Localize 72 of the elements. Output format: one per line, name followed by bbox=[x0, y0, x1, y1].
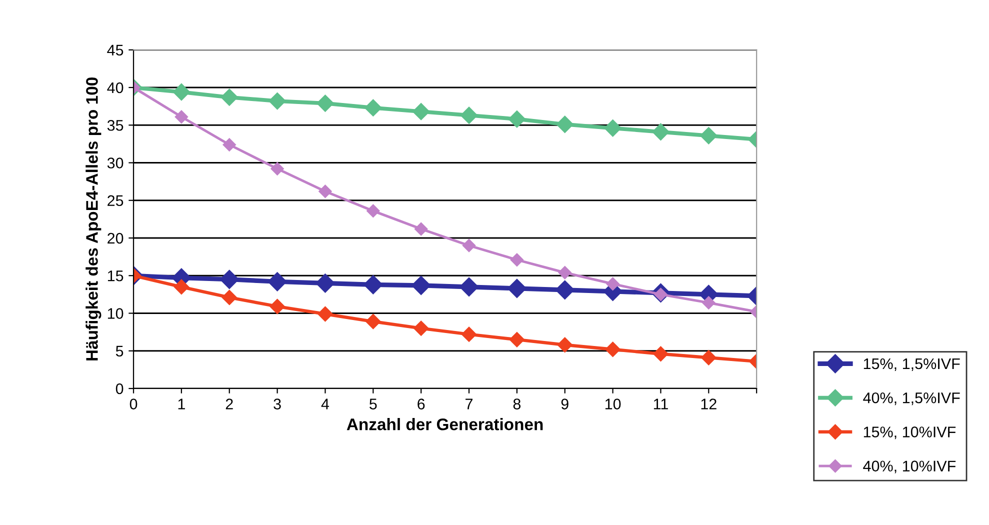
point bbox=[270, 298, 285, 314]
point bbox=[557, 337, 572, 352]
y-tick-label: 15 bbox=[108, 270, 124, 282]
x-axis-title: Anzahl der Generationen bbox=[346, 418, 543, 430]
x-tick-label: 7 bbox=[466, 398, 472, 410]
x-tick-label: 5 bbox=[370, 398, 377, 410]
y-tick-label: 20 bbox=[108, 232, 124, 244]
point bbox=[414, 320, 429, 336]
y-tick-label: 0 bbox=[116, 383, 124, 394]
point bbox=[700, 127, 718, 144]
point bbox=[270, 162, 284, 176]
point bbox=[556, 116, 574, 133]
point bbox=[366, 314, 381, 330]
point bbox=[412, 276, 431, 295]
point bbox=[412, 103, 430, 120]
legend-label: 15%, 10%IVF bbox=[864, 426, 956, 440]
point bbox=[414, 222, 428, 236]
point bbox=[510, 253, 524, 266]
y-tick-label: 30 bbox=[107, 158, 124, 168]
point bbox=[555, 280, 574, 300]
point bbox=[174, 279, 190, 294]
x-tick-label: 6 bbox=[418, 398, 425, 410]
point bbox=[459, 277, 479, 296]
point bbox=[316, 274, 335, 293]
point bbox=[268, 92, 286, 110]
point bbox=[172, 83, 190, 101]
point bbox=[508, 110, 526, 128]
x-tick-label: 11 bbox=[654, 398, 668, 410]
point bbox=[220, 270, 239, 289]
legend-label: 40%, 1,5%IVF bbox=[863, 392, 960, 406]
x-tick-label: 9 bbox=[561, 398, 568, 410]
point bbox=[366, 204, 380, 218]
point bbox=[462, 238, 476, 252]
y-tick-label: 25 bbox=[108, 195, 124, 206]
point bbox=[364, 99, 382, 116]
point bbox=[318, 306, 333, 322]
point bbox=[701, 350, 716, 366]
x-tick-label: 10 bbox=[605, 398, 621, 410]
y-tick-label: 45 bbox=[107, 44, 124, 56]
x-tick-label: 3 bbox=[274, 398, 281, 410]
point bbox=[220, 88, 238, 106]
x-tick-label: 12 bbox=[701, 398, 716, 410]
point bbox=[222, 290, 237, 306]
point bbox=[604, 120, 622, 137]
point bbox=[702, 296, 716, 310]
point bbox=[318, 184, 332, 198]
x-tick-label: 0 bbox=[130, 398, 138, 410]
y-tick-label: 35 bbox=[107, 120, 124, 131]
legend-label: 40%, 10%IVF bbox=[863, 460, 956, 474]
point bbox=[316, 94, 334, 112]
point bbox=[268, 272, 287, 292]
point bbox=[653, 346, 668, 362]
y-tick-label: 40 bbox=[107, 82, 124, 94]
point bbox=[605, 342, 620, 357]
point bbox=[364, 275, 383, 294]
x-tick-label: 4 bbox=[321, 398, 330, 410]
point bbox=[606, 277, 620, 290]
x-tick-label: 1 bbox=[178, 398, 185, 410]
point bbox=[174, 110, 188, 124]
point bbox=[652, 123, 670, 140]
point bbox=[558, 266, 572, 280]
point bbox=[222, 138, 236, 152]
y-axis-title: Häufigkeit des ApoE4-Allels pro 100 bbox=[86, 78, 102, 360]
legend-label: 15%, 1,5%IVF bbox=[864, 358, 960, 371]
point bbox=[509, 332, 525, 348]
y-tick-label: 5 bbox=[116, 346, 124, 357]
x-tick-label: 8 bbox=[513, 398, 521, 410]
point bbox=[461, 326, 477, 342]
y-tick-label: 10 bbox=[108, 308, 124, 319]
point bbox=[460, 106, 478, 124]
point bbox=[507, 278, 526, 298]
x-tick-label: 2 bbox=[226, 398, 233, 410]
